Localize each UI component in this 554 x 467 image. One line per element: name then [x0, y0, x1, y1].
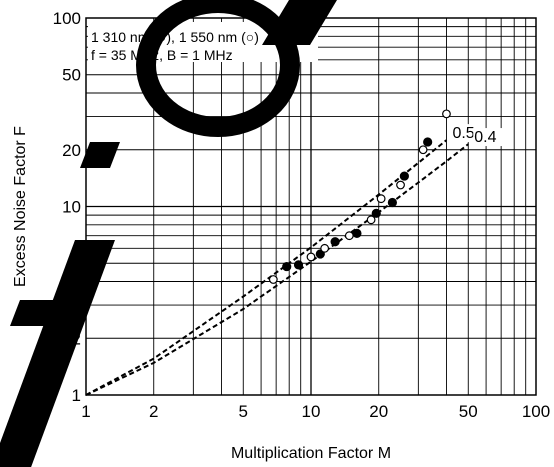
watermark-e-stroke: [80, 142, 120, 168]
curve-labels: 0.5 0.4: [451, 124, 504, 147]
point-1550nm: [268, 275, 278, 284]
x-tick-label: 5: [239, 402, 248, 421]
point-1310nm: [399, 171, 409, 181]
y-tick-label: 100: [53, 9, 81, 28]
point-1310nm: [293, 260, 304, 270]
point-1550nm: [442, 109, 451, 119]
y-tick-label: 20: [62, 141, 81, 160]
x-tick-label: 1: [81, 402, 90, 421]
x-tick-label: 50: [459, 402, 478, 421]
y-tick-label: 50: [62, 66, 81, 85]
curve-label-0.4: 0.4: [474, 129, 496, 146]
point-1550nm: [396, 180, 405, 190]
watermark-o: [136, 0, 300, 137]
point-1550nm: [418, 145, 428, 155]
y-axis-label: Excess Noise Factor F: [12, 126, 29, 287]
curve-k-0.5: [85, 139, 448, 396]
curve-k-0.4: [85, 143, 469, 396]
annotation-line-wavelengths: 1 310 nm (●), 1 550 nm (○): [91, 29, 259, 45]
point-1310nm: [423, 137, 433, 147]
point-1550nm: [306, 252, 316, 262]
point-1310nm: [330, 237, 340, 247]
y-tick-label: 1: [72, 386, 81, 405]
point-1310nm: [371, 208, 381, 218]
curve-label-background: [473, 128, 504, 147]
watermark-l: [262, 0, 337, 45]
point-1550nm: [376, 194, 386, 204]
point-1310nm: [282, 261, 292, 272]
eol-watermark: [0, 0, 337, 467]
data-points: [268, 109, 451, 284]
watermark-e-stem: [0, 240, 115, 467]
annotation-line-frequency: f = 35 MHz, B = 1 MHz: [91, 47, 233, 63]
point-1550nm: [344, 231, 354, 241]
point-1550nm: [366, 215, 376, 225]
x-axis-label: Multiplication Factor M: [231, 445, 391, 462]
grid-lines: [86, 18, 536, 395]
x-tick-label: 100: [522, 402, 550, 421]
x-tick-label: 20: [369, 402, 388, 421]
x-tick-label: 10: [302, 402, 321, 421]
model-curves: [85, 139, 469, 396]
y-tick-label: 10: [62, 198, 81, 217]
watermark-e-bar: [10, 300, 80, 326]
point-1550nm: [320, 243, 330, 253]
curve-label-0.5: 0.5: [452, 125, 474, 142]
point-1310nm: [352, 228, 362, 238]
point-1310nm: [387, 197, 397, 208]
x-tick-label: 2: [149, 402, 158, 421]
